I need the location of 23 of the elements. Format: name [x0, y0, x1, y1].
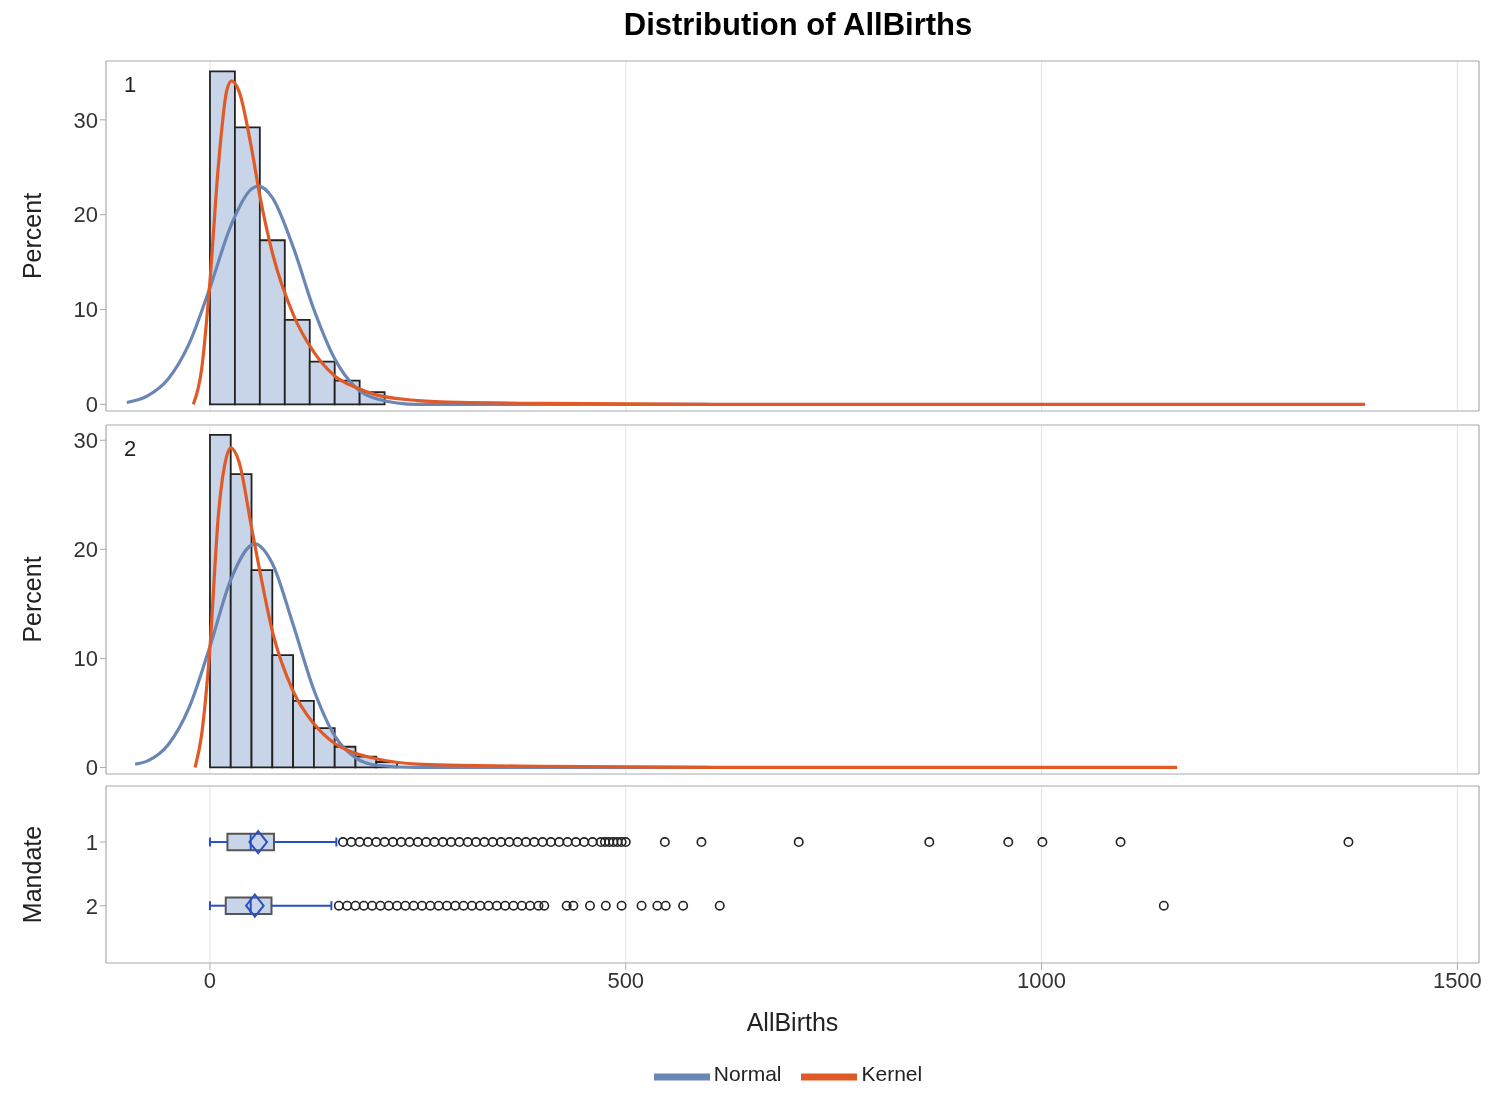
annotation: 1	[124, 72, 137, 98]
y-tick-label: 30	[73, 428, 98, 454]
y-axis-title: Percent	[17, 556, 46, 643]
x-tick-label: 500	[607, 967, 645, 993]
legend-label: Normal	[713, 1062, 782, 1086]
y-tick-label: 1	[85, 829, 98, 855]
legend-label: Kernel	[861, 1062, 923, 1086]
y-tick-label: 10	[73, 297, 98, 323]
y-tick-label: 20	[73, 202, 98, 228]
annotation: 2	[124, 436, 137, 462]
chart-title: Distribution of AllBirths	[622, 7, 974, 44]
x-axis-title: AllBirths	[746, 1008, 839, 1036]
x-tick-label: 0	[203, 967, 217, 993]
x-tick-label: 1500	[1432, 967, 1482, 993]
y-axis-title: Percent	[17, 192, 46, 280]
y-tick-label: 20	[73, 537, 98, 563]
x-tick-label: 1000	[1017, 967, 1067, 993]
y-tick-label: 0	[85, 392, 98, 418]
y-axis-title: Mandate	[17, 825, 46, 924]
y-tick-label: 30	[73, 107, 98, 133]
y-tick-label: 10	[73, 646, 98, 672]
y-tick-label: 2	[85, 893, 98, 919]
y-tick-label: 0	[85, 755, 98, 781]
